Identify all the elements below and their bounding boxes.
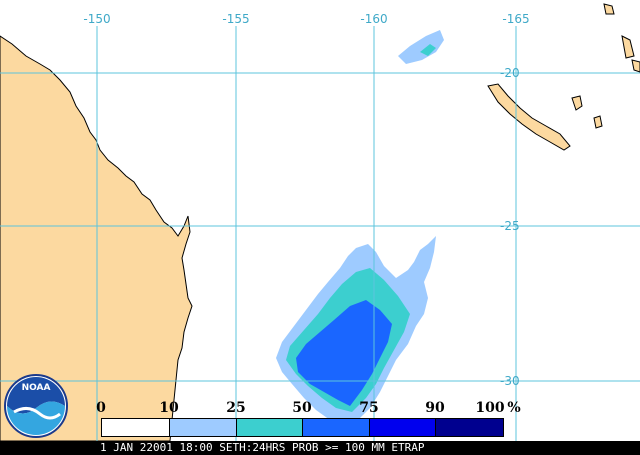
lat-label-30: -30 <box>500 374 520 388</box>
legend-swatch-0-10 <box>102 419 170 436</box>
legend-swatch-90-100 <box>436 419 503 436</box>
noaa-logo-icon: NOAA <box>4 374 68 438</box>
legend-swatch-75-90 <box>370 419 436 436</box>
legend-swatch-50-75 <box>303 419 370 436</box>
new-caledonia <box>487 83 571 151</box>
graticule <box>0 26 640 441</box>
status-bar: 1 JAN 22001 18:00 SETH:24HRS PROB >= 100… <box>0 441 640 455</box>
vanuatu-islands <box>571 3 640 129</box>
legend-swatch-10-25 <box>170 419 237 436</box>
legend-swatch-25-50 <box>237 419 303 436</box>
legend-unit: % <box>507 400 521 416</box>
lon-label-165: -165 <box>502 12 530 26</box>
noaa-logo-text: NOAA <box>22 383 51 393</box>
legend-tick-75: 75 <box>359 400 379 416</box>
legend-tick-100: 100 <box>475 400 505 416</box>
lat-label-20: -20 <box>500 66 520 80</box>
legend-tick-10: 10 <box>159 400 179 416</box>
prob-50-75 <box>296 300 392 406</box>
legend-ticks: 0 10 25 50 75 90 100 % <box>0 400 640 416</box>
lon-label-155: -155 <box>222 12 250 26</box>
lon-label-160: -160 <box>360 12 388 26</box>
legend-tick-0: 0 <box>96 400 106 416</box>
fiji-islands <box>398 30 444 64</box>
fiji-islands-core <box>420 44 436 56</box>
legend-tick-90: 90 <box>425 400 445 416</box>
lat-label-25: -25 <box>500 219 520 233</box>
legend-color-bar <box>101 418 504 437</box>
legend-tick-50: 50 <box>292 400 312 416</box>
australia-landmass <box>0 35 193 442</box>
legend-tick-25: 25 <box>226 400 246 416</box>
lon-label-150: -150 <box>83 12 111 26</box>
